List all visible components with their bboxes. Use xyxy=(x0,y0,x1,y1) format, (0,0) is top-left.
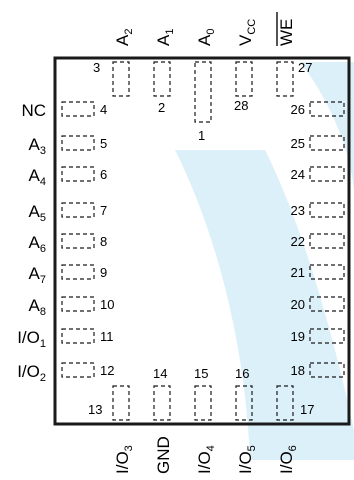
pin-label-a3-sub: 3 xyxy=(40,145,46,157)
pin-number-24: 24 xyxy=(291,167,305,182)
pin-number-15: 15 xyxy=(194,366,208,381)
pin-number-21: 21 xyxy=(291,265,305,280)
pin-number-4: 4 xyxy=(100,102,107,117)
pin-label-a4: A4 xyxy=(29,166,46,188)
pin-label-a0: A0 xyxy=(195,29,217,46)
pin-number-3: 3 xyxy=(93,60,100,75)
pin-label-io3: I/O3 xyxy=(113,445,135,474)
pin-number-9: 9 xyxy=(100,265,107,280)
pin-number-11: 11 xyxy=(100,329,114,344)
pin-number-26: 26 xyxy=(291,102,305,117)
top-pins: A2 A1 A0 VCC WE 3 2 1 28 27 xyxy=(93,12,312,143)
pin-label-io6: I/O6 xyxy=(277,445,299,474)
pin-number-8: 8 xyxy=(100,234,107,249)
package-outline xyxy=(53,56,351,426)
pin-label-io1: I/O1 xyxy=(17,328,46,350)
pin-number-7: 7 xyxy=(100,203,107,218)
pin-number-6: 6 xyxy=(100,167,107,182)
bottom-pins: I/O3 GND I/O4 I/O5 I/O6 13 14 15 16 17 xyxy=(88,366,314,474)
pin-number-22: 22 xyxy=(291,234,305,249)
pin-number-14: 14 xyxy=(153,366,167,381)
pin-number-17: 17 xyxy=(300,402,314,417)
pin-label-a3: A3 xyxy=(29,135,46,157)
right-pins: 26 25 24 23 22 21 20 19 18 xyxy=(291,101,345,378)
pin-label-io5: I/O5 xyxy=(236,445,258,474)
pin-number-19: 19 xyxy=(291,329,305,344)
pin-label-io2: I/O2 xyxy=(17,362,46,384)
pin-label-a1: A1 xyxy=(154,29,176,46)
pin-label-gnd: GND xyxy=(154,436,173,474)
pin-label-a3-main: A xyxy=(29,135,41,154)
pin-label-io4: I/O4 xyxy=(195,445,217,474)
pin-number-20: 20 xyxy=(291,297,305,312)
pin-label-we: WE xyxy=(277,19,296,46)
pin-label-a8: A8 xyxy=(29,296,46,318)
pin-number-1: 1 xyxy=(198,128,205,143)
pin-number-12: 12 xyxy=(100,363,114,378)
pin-number-2: 2 xyxy=(158,100,165,115)
pin-number-16: 16 xyxy=(235,366,249,381)
pin-label-a5: A5 xyxy=(29,202,46,224)
pin-number-27: 27 xyxy=(298,60,312,75)
pin-label-nc: NC xyxy=(21,101,46,120)
pin-number-23: 23 xyxy=(291,203,305,218)
pin-number-5: 5 xyxy=(100,136,107,151)
watermark xyxy=(175,62,354,460)
pin-label-a6: A6 xyxy=(29,233,46,255)
pin-number-13: 13 xyxy=(88,402,102,417)
pin-number-10: 10 xyxy=(100,297,114,312)
pin-label-a2: A2 xyxy=(113,29,135,46)
pin-label-a7: A7 xyxy=(29,264,46,286)
pin-number-25: 25 xyxy=(291,136,305,151)
pin-number-18: 18 xyxy=(291,363,305,378)
left-pins: NC A3 A4 A5 A6 A7 A8 I/O1 I/O2 4 5 6 7 8… xyxy=(17,101,114,384)
pin-label-vcc: VCC xyxy=(236,19,258,46)
pin-number-28: 28 xyxy=(234,98,248,113)
